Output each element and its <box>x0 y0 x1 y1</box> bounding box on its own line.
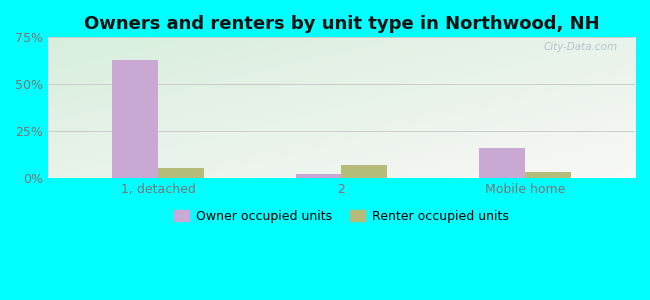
Bar <box>525 172 571 178</box>
Bar <box>341 165 387 178</box>
Text: City-Data.com: City-Data.com <box>543 41 618 52</box>
Bar <box>112 60 158 178</box>
Legend: Owner occupied units, Renter occupied units: Owner occupied units, Renter occupied un… <box>169 205 514 228</box>
Title: Owners and renters by unit type in Northwood, NH: Owners and renters by unit type in North… <box>84 15 599 33</box>
Bar <box>479 148 525 178</box>
Bar <box>158 169 204 178</box>
Bar <box>296 174 341 178</box>
